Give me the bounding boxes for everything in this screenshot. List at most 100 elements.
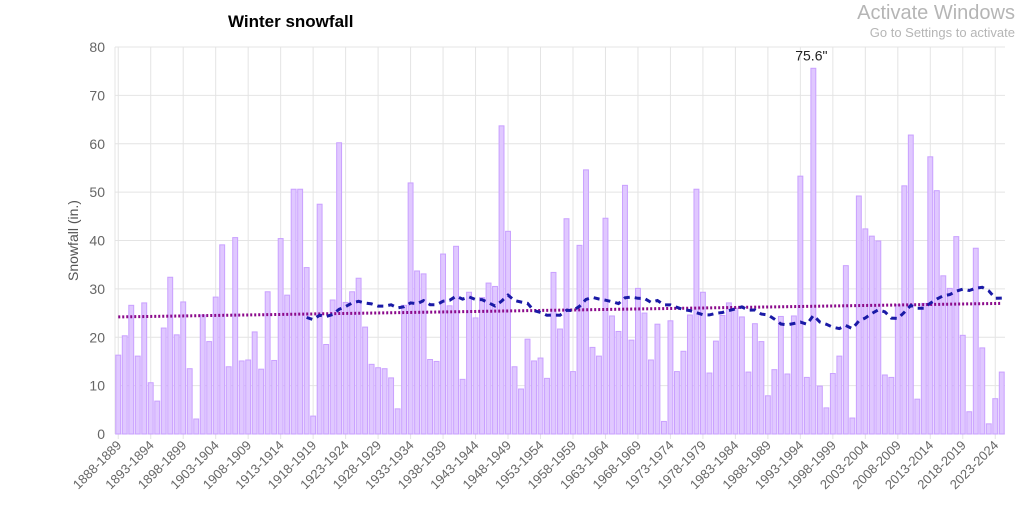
bar-1991-1992 — [784, 373, 791, 435]
bar-2007-2008 — [888, 376, 895, 435]
bar-2006-2007 — [881, 374, 888, 435]
bar-2013-2014 — [927, 156, 934, 435]
bar-1958-1959 — [570, 371, 576, 435]
bar-1977-1978 — [693, 188, 700, 435]
bar-1971-1972 — [654, 323, 661, 435]
bar-1924-1925 — [349, 291, 356, 435]
bar-2008-2009 — [894, 304, 901, 435]
bar-1923-1924 — [342, 301, 349, 435]
bar-1934-1935 — [414, 270, 421, 435]
bar-2003-2004 — [862, 228, 869, 435]
bar-1899-1900 — [186, 368, 193, 435]
bar-2017-2018 — [953, 236, 960, 435]
bar-1960-1961 — [583, 169, 589, 435]
moving-average-line — [306, 285, 1002, 331]
bar-1992-1993 — [790, 315, 797, 435]
bar-2024-2025 — [998, 371, 1005, 435]
bar-1961-1962 — [589, 346, 596, 435]
bar-1933-1934 — [407, 182, 414, 435]
bar-2014-2015 — [933, 190, 940, 435]
bar-1907-1908 — [238, 360, 245, 435]
bar-2018-2019 — [959, 334, 966, 435]
bar-1990-1991 — [777, 315, 784, 435]
bar-1936-1937 — [427, 359, 434, 435]
bar-1967-1968 — [628, 339, 635, 435]
bar-1994-1995 — [803, 376, 810, 435]
bar-1981-1982 — [719, 314, 726, 435]
bar-1964-1965 — [609, 315, 615, 435]
bar-1908-1909 — [245, 359, 252, 435]
bar-1997-1998 — [823, 407, 830, 435]
bar-1956-1957 — [557, 328, 563, 435]
bar-1902-1903 — [206, 341, 213, 435]
y-tick-label: 20 — [89, 329, 105, 345]
bar-1916-1917 — [297, 188, 304, 435]
bar-1982-1983 — [725, 302, 732, 435]
bar-1950-1951 — [518, 388, 524, 435]
bar-1951-1952 — [524, 338, 531, 435]
bar-1939-1940 — [446, 305, 453, 435]
bar-1913-1914 — [277, 238, 284, 435]
bar-1927-1928 — [368, 363, 375, 435]
bar-2019-2020 — [966, 411, 973, 435]
bar-1921-1922 — [329, 299, 336, 435]
trend-line — [118, 301, 1002, 319]
bar-1998-1999 — [829, 373, 836, 435]
bar-1909-1910 — [251, 331, 258, 435]
bar-1888-1889 — [115, 354, 122, 435]
bar-1912-1913 — [271, 359, 278, 435]
bar-2021-2022 — [979, 347, 986, 435]
max-annotation: 75.6" — [795, 47, 827, 63]
bar-1963-1964 — [602, 217, 609, 435]
bar-2010-2011 — [907, 134, 914, 435]
bar-1953-1954 — [537, 357, 544, 435]
bar-1974-1975 — [673, 371, 680, 435]
bar-1929-1930 — [381, 368, 388, 435]
bar-1945-1946 — [485, 282, 492, 435]
bar-1897-1898 — [173, 334, 180, 435]
bar-1930-1931 — [388, 377, 395, 435]
bar-1970-1971 — [648, 359, 654, 435]
y-tick-label: 10 — [89, 378, 105, 394]
bar-1893-1894 — [147, 382, 154, 435]
y-tick-label: 30 — [89, 281, 105, 297]
bar-1978-1979 — [699, 291, 706, 435]
bar-1959-1960 — [576, 244, 583, 435]
bar-1941-1942 — [459, 378, 466, 435]
y-tick-label: 50 — [89, 184, 105, 200]
y-tick-label: 40 — [89, 233, 105, 249]
y-tick-label: 70 — [89, 87, 105, 103]
bar-1985-1986 — [745, 371, 752, 435]
bar-1947-1948 — [498, 125, 505, 435]
bar-1889-1890 — [121, 335, 128, 435]
y-tick-label: 60 — [89, 136, 105, 152]
watermark-line2: Go to Settings to activate — [869, 25, 1015, 40]
bar-1942-1943 — [466, 291, 472, 435]
bar-1969-1970 — [641, 312, 648, 435]
bar-2023-2024 — [992, 398, 999, 435]
bar-2012-2013 — [920, 302, 927, 435]
y-tick-label: 80 — [89, 39, 105, 55]
bar-1973-1974 — [667, 320, 674, 435]
bar-2011-2012 — [914, 398, 921, 435]
bar-1948-1949 — [505, 230, 511, 435]
bar-1926-1927 — [362, 326, 369, 435]
bar-1891-1892 — [134, 355, 141, 435]
y-tick-label: 0 — [97, 426, 105, 442]
bar-2000-2001 — [842, 265, 849, 435]
bar-1892-1893 — [141, 302, 148, 435]
bar-1901-1902 — [199, 314, 206, 435]
bar-1999-2000 — [836, 355, 843, 435]
bar-1904-1905 — [219, 244, 226, 435]
bar-2001-2002 — [849, 417, 856, 435]
bar-2020-2021 — [972, 247, 979, 435]
bar-1932-1933 — [401, 304, 408, 435]
bar-1946-1947 — [492, 285, 498, 435]
bar-1984-1985 — [738, 316, 745, 435]
bar-1968-1969 — [635, 287, 641, 435]
watermark-line1: Activate Windows — [857, 2, 1015, 24]
bar-1935-1936 — [420, 273, 427, 435]
bar-1944-1945 — [479, 297, 485, 435]
bar-1894-1895 — [154, 400, 161, 435]
bar-1940-1941 — [453, 245, 460, 435]
